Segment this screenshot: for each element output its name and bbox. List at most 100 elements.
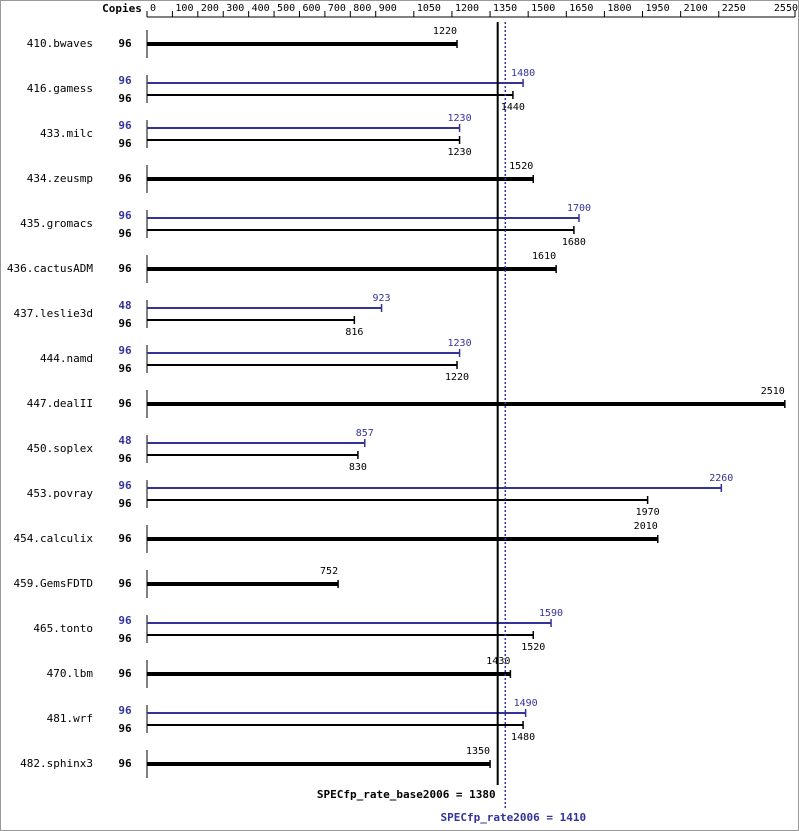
bar <box>147 319 355 321</box>
copies: 96 <box>118 209 132 222</box>
benchmark-name: 434.zeusmp <box>27 172 93 185</box>
copies: 96 <box>118 757 132 770</box>
value-label: 1970 <box>636 507 660 518</box>
value-label: 1610 <box>532 251 556 262</box>
bar <box>147 127 460 129</box>
bar <box>147 217 579 219</box>
bar <box>147 42 458 46</box>
copies-header: Copies <box>102 2 142 15</box>
value-label: 1520 <box>521 642 545 653</box>
x-tick-label: 2550 <box>774 3 798 14</box>
benchmark-name: 470.lbm <box>47 667 94 680</box>
x-tick-label: 700 <box>328 3 346 14</box>
x-tick-label: 1500 <box>531 3 555 14</box>
value-label: 1480 <box>511 68 535 79</box>
benchmark-name: 433.milc <box>40 127 93 140</box>
value-label: 816 <box>345 327 363 338</box>
bar <box>147 487 722 489</box>
value-label: 1490 <box>514 698 538 709</box>
bar <box>147 582 339 586</box>
value-label: 1230 <box>448 147 472 158</box>
benchmark-name: 410.bwaves <box>27 37 93 50</box>
bar <box>147 177 534 181</box>
copies: 96 <box>118 227 132 240</box>
bar <box>147 672 511 676</box>
copies: 96 <box>118 497 132 510</box>
bar <box>147 352 460 354</box>
x-tick-label: 2100 <box>684 3 708 14</box>
benchmark-name: 450.soplex <box>27 442 94 455</box>
value-label: 1590 <box>539 608 563 619</box>
copies: 48 <box>118 434 131 447</box>
benchmark-name: 436.cactusADM <box>7 262 93 275</box>
x-tick-label: 1050 <box>417 3 441 14</box>
bar <box>147 537 658 541</box>
reference-label: SPECfp_rate2006 = 1410 <box>440 811 586 824</box>
x-tick-label: 300 <box>226 3 244 14</box>
bar <box>147 634 534 636</box>
copies: 96 <box>118 704 132 717</box>
value-label: 2010 <box>634 521 658 532</box>
x-tick-label: 200 <box>201 3 219 14</box>
copies: 96 <box>118 452 132 465</box>
benchmark-name: 481.wrf <box>47 712 93 725</box>
bar <box>147 402 785 406</box>
value-label: 857 <box>356 428 374 439</box>
copies: 96 <box>118 344 132 357</box>
bar <box>147 94 513 96</box>
x-tick-label: 1200 <box>455 3 479 14</box>
copies: 96 <box>118 667 132 680</box>
reference-label: SPECfp_rate_base2006 = 1380 <box>317 788 496 801</box>
x-tick-label: 2250 <box>722 3 746 14</box>
copies: 96 <box>118 479 132 492</box>
value-label: 752 <box>320 566 338 577</box>
bar <box>147 499 648 501</box>
copies: 96 <box>118 614 132 627</box>
x-tick-label: 1800 <box>607 3 631 14</box>
benchmark-name: 435.gromacs <box>20 217 93 230</box>
copies: 96 <box>118 632 132 645</box>
value-label: 1350 <box>466 746 490 757</box>
bar <box>147 364 458 366</box>
value-label: 1230 <box>448 113 472 124</box>
value-label: 1680 <box>562 237 586 248</box>
copies: 96 <box>118 362 132 375</box>
copies: 96 <box>118 92 132 105</box>
x-tick-label: 400 <box>252 3 270 14</box>
value-label: 1440 <box>501 102 525 113</box>
value-label: 1220 <box>433 26 457 37</box>
copies: 96 <box>118 172 132 185</box>
value-label: 2510 <box>761 386 785 397</box>
bar <box>147 139 460 141</box>
x-tick-label: 600 <box>302 3 320 14</box>
x-tick-label: 800 <box>353 3 371 14</box>
x-tick-label: 100 <box>175 3 193 14</box>
x-tick-label: 500 <box>277 3 295 14</box>
copies: 96 <box>118 37 132 50</box>
value-label: 923 <box>373 293 391 304</box>
x-tick-label: 1650 <box>569 3 593 14</box>
benchmark-name: 482.sphinx3 <box>20 757 93 770</box>
copies: 96 <box>118 722 132 735</box>
bar <box>147 229 574 231</box>
value-label: 1480 <box>511 732 535 743</box>
copies: 96 <box>118 262 132 275</box>
value-label: 2260 <box>709 473 733 484</box>
value-label: 1230 <box>448 338 472 349</box>
copies: 96 <box>118 119 132 132</box>
copies: 96 <box>118 137 132 150</box>
x-tick-label: 0 <box>150 3 156 14</box>
value-label: 1700 <box>567 203 591 214</box>
copies: 96 <box>118 577 132 590</box>
benchmark-name: 459.GemsFDTD <box>14 577 93 590</box>
copies: 96 <box>118 317 132 330</box>
value-label: 830 <box>349 462 367 473</box>
bar <box>147 454 358 456</box>
bar <box>147 712 526 714</box>
bar <box>147 442 365 444</box>
benchmark-name: 437.leslie3d <box>14 307 93 320</box>
copies: 48 <box>118 299 131 312</box>
x-tick-label: 900 <box>379 3 397 14</box>
